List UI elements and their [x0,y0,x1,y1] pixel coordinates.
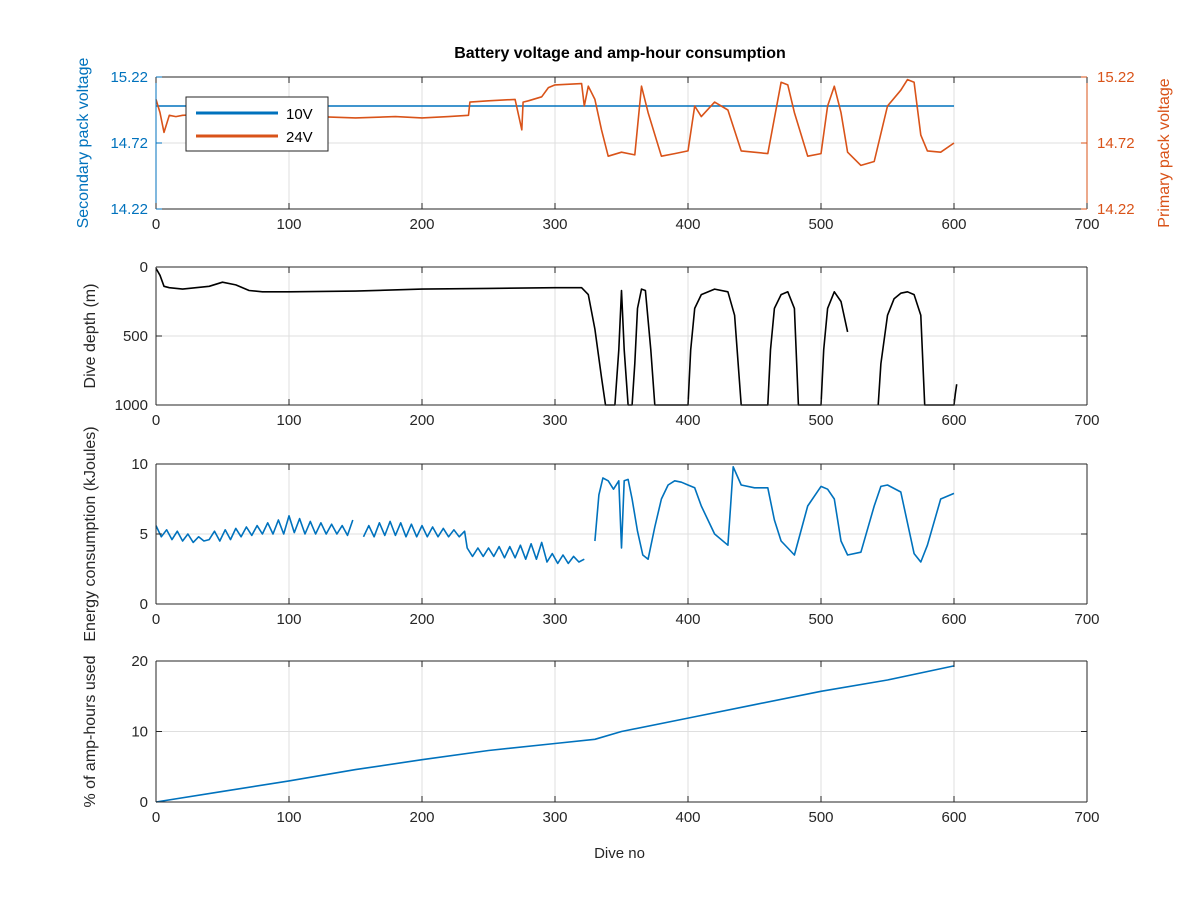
y-tick-label: 14.72 [110,135,148,152]
x-tick-label: 300 [542,216,567,233]
y-tick-label: 20 [131,653,148,670]
x-tick-label: 100 [276,412,301,429]
x-tick-label: 200 [409,611,434,628]
x-tick-label: 500 [808,809,833,826]
x-tick-label: 100 [276,611,301,628]
x-tick-label: 200 [409,412,434,429]
x-tick-label: 500 [808,216,833,233]
y-tick-label-right: 14.22 [1097,201,1135,218]
series-line-4-1 [155,665,955,803]
series-line-2-1 [155,267,849,406]
series-line-3-3 [594,465,955,563]
x-tick-label: 200 [409,809,434,826]
x-tick-label: 600 [941,412,966,429]
y-axis-label: Dive depth (m) [82,284,99,389]
x-tick-label: 0 [152,412,160,429]
x-tick-label: 300 [542,412,567,429]
y-axis-label-right: Primary pack voltage [1156,78,1173,227]
x-tick-label: 700 [1074,809,1099,826]
x-tick-label: 400 [675,216,700,233]
axes-layer: 0 100 200 300 400 500 600 70014.2214.7215.2214.… [75,58,1173,862]
y-tick-label: 1000 [115,397,148,414]
y-tick-label: 14.22 [110,201,148,218]
x-tick-label: 0 [152,809,160,826]
y-tick-label: 0 [140,794,148,811]
y-tick-label-right: 15.22 [1097,69,1135,86]
y-axis-label: % of amp-hours used [82,655,99,807]
x-tick-label: 400 [675,809,700,826]
x-tick-label: 0 [152,611,160,628]
legend-box [185,96,329,152]
x-tick-label: 100 [276,809,301,826]
x-tick-label: 400 [675,611,700,628]
x-tick-label: 400 [675,412,700,429]
y-tick-label: 15.22 [110,69,148,86]
x-tick-label: 600 [941,611,966,628]
y-tick-label-right: 14.72 [1097,135,1135,152]
x-tick-label: 300 [542,611,567,628]
y-tick-label: 10 [131,456,148,473]
x-tick-label: 700 [1074,216,1099,233]
chart-title: Battery voltage and amp-hour consumption [454,45,786,62]
panel-1: 0 100 200 300 400 500 600 70014.2214.7215.2214.… [75,58,1173,233]
x-axis-label: Dive no [594,845,645,862]
x-tick-label: 500 [808,412,833,429]
x-tick-label: 200 [409,216,434,233]
series-line-24v [155,78,955,167]
x-tick-label: 300 [542,809,567,826]
legend-label-10v: 10V [286,106,313,123]
panel-4: 0 100 200 300 400 500 600 700 0 10 20 % of amp-hour… [82,653,1100,862]
panel-3: 0 100 200 300 400 500 600 700 0 5 10 Energy consump… [82,426,1100,641]
series-line-3-2 [362,520,585,565]
x-tick-label: 600 [941,809,966,826]
series-line-3-1 [155,514,354,544]
y-axis-label: Secondary pack voltage [75,58,92,229]
x-tick-label: 600 [941,216,966,233]
y-tick-label: 500 [123,328,148,345]
y-tick-label: 5 [140,526,148,543]
panel-2: 0 100 200 300 400 500 600 700 0 500 1000 Dive depth… [82,259,1100,429]
y-axis-label: Energy consumption (kJoules) [82,426,99,641]
x-tick-label: 0 [152,216,160,233]
y-tick-label: 0 [140,259,148,276]
x-tick-label: 700 [1074,412,1099,429]
y-tick-label: 0 [140,596,148,613]
x-tick-label: 100 [276,216,301,233]
legend-label-24v: 24V [286,129,313,146]
x-tick-label: 500 [808,611,833,628]
y-tick-label: 10 [131,724,148,741]
x-tick-label: 700 [1074,611,1099,628]
